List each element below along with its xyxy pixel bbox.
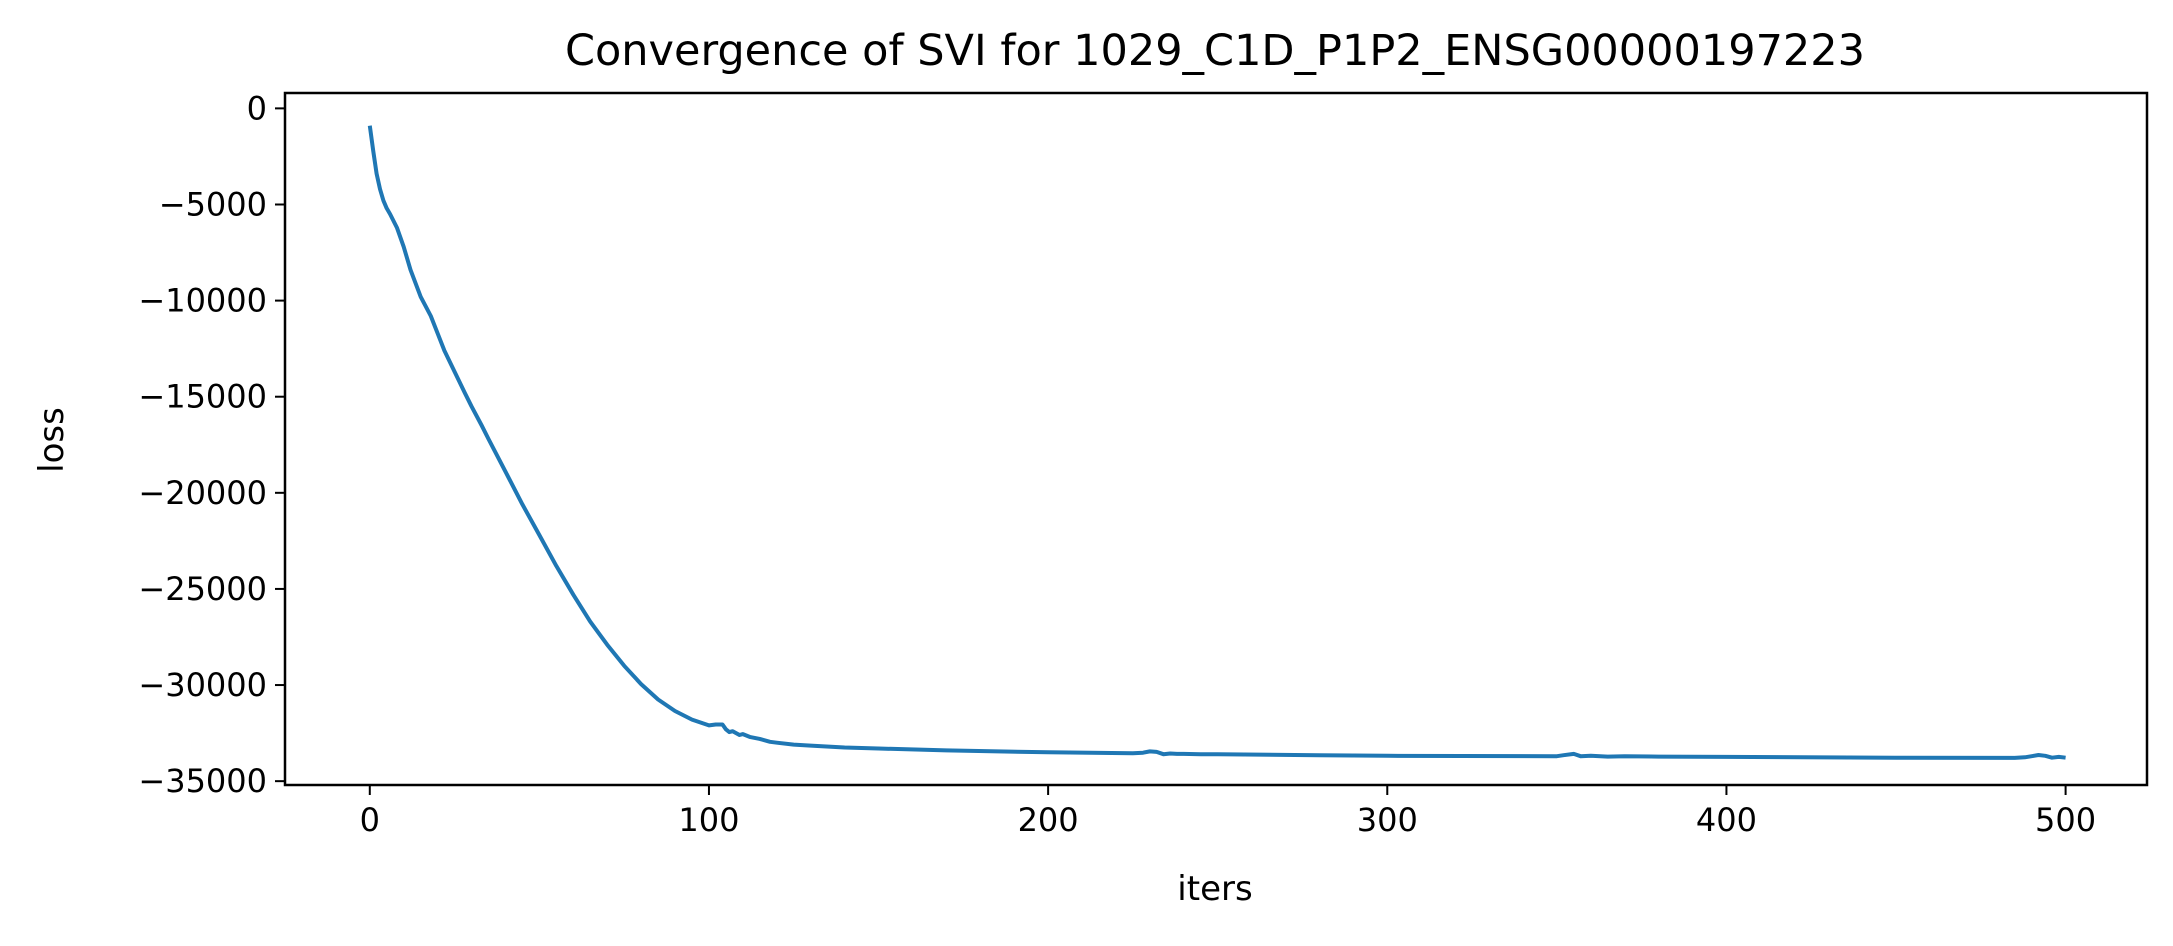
x-tick-label: 400	[1696, 801, 1757, 839]
x-tick-label: 200	[1018, 801, 1079, 839]
y-tick-label: −20000	[138, 474, 267, 512]
y-tick-label: −5000	[159, 185, 267, 223]
y-axis-label: loss	[32, 407, 72, 473]
y-tick-label: −15000	[138, 378, 267, 416]
chart-title: Convergence of SVI for 1029_C1D_P1P2_ENS…	[565, 26, 1865, 76]
x-tick-label: 0	[360, 801, 380, 839]
x-tick-label: 100	[678, 801, 739, 839]
plot-area	[283, 91, 2149, 787]
y-tick-label: −10000	[138, 282, 267, 320]
x-axis-label: iters	[1177, 869, 1252, 909]
x-axis: 0 100 200 300 400 500	[360, 785, 2096, 839]
loss-series-line	[367, 125, 2066, 760]
x-tick-label: 300	[1357, 801, 1418, 839]
y-tick-label: 0	[247, 89, 267, 127]
y-tick-label: −35000	[138, 762, 267, 800]
y-axis: 0 −5000 −10000 −15000 −20000 −25000 −30000 −350…	[138, 89, 285, 800]
x-tick-label: 500	[2035, 801, 2096, 839]
y-tick-label: −30000	[138, 666, 267, 704]
axes-frame	[283, 91, 2149, 787]
y-tick-label: −25000	[138, 570, 267, 608]
